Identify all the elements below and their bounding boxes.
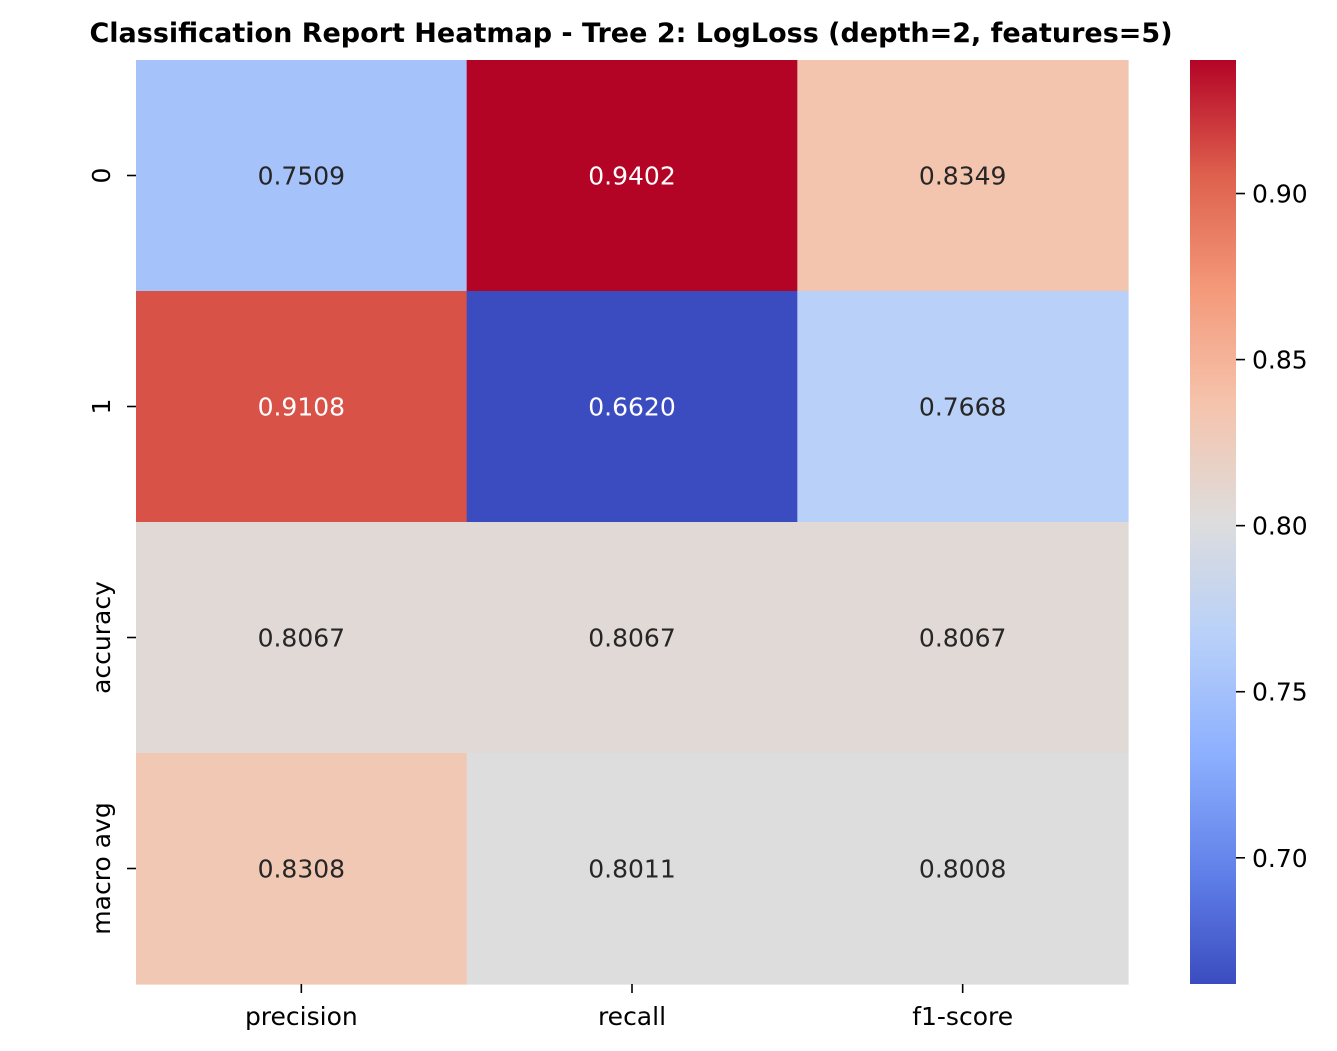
colorbar-tick-label-2: 0.80 bbox=[1252, 512, 1308, 541]
y-tick-label-0: 0 bbox=[87, 168, 116, 184]
heatmap-cell-r0-c1 bbox=[466, 60, 798, 292]
colorbar bbox=[1190, 60, 1236, 984]
x-tick-label-0: precision bbox=[245, 1002, 358, 1031]
heatmap-cell-r0-c0 bbox=[136, 60, 468, 292]
cell-value-label-r1-c0: 0.9108 bbox=[258, 393, 345, 422]
cell-value-label-r2-c1: 0.8067 bbox=[588, 624, 675, 653]
chart-title: Classification Report Heatmap - Tree 2: … bbox=[89, 18, 1172, 49]
y-tick-label-3: macro avg bbox=[87, 802, 116, 934]
colorbar-axis: 0.70 0.75 0.80 0.85 0.90 bbox=[1236, 180, 1308, 873]
heatmap-cell-r3-c1 bbox=[466, 753, 798, 985]
y-axis: 0 1 accuracy macro avg bbox=[87, 168, 136, 935]
cell-value-label-r2-c2: 0.8067 bbox=[919, 624, 1006, 653]
cell-value-label-r2-c0: 0.8067 bbox=[258, 624, 345, 653]
cell-value-label-r3-c2: 0.8008 bbox=[919, 855, 1006, 884]
colorbar-tick-label-3: 0.85 bbox=[1252, 346, 1308, 375]
heatmap-cells bbox=[136, 60, 1129, 985]
heatmap-cell-labels: 0.7509 0.9402 0.8349 0.9108 0.6620 0.7668 0.80… bbox=[258, 162, 1007, 884]
heatmap-cell-r3-c2 bbox=[797, 753, 1129, 985]
heatmap-cell-r1-c0 bbox=[136, 291, 468, 523]
colorbar-tick-label-4: 0.90 bbox=[1252, 180, 1308, 209]
cell-value-label-r3-c1: 0.8011 bbox=[588, 855, 675, 884]
heatmap-cell-r3-c0 bbox=[136, 753, 468, 985]
cell-value-label-r0-c1: 0.9402 bbox=[588, 162, 675, 191]
heatmap-cell-r2-c1 bbox=[466, 522, 798, 754]
heatmap-cell-r2-c2 bbox=[797, 522, 1129, 754]
y-tick-label-1: 1 bbox=[87, 399, 116, 415]
colorbar-tick-label-0: 0.70 bbox=[1252, 844, 1308, 873]
cell-value-label-r1-c2: 0.7668 bbox=[919, 393, 1006, 422]
y-tick-label-2: accuracy bbox=[87, 581, 116, 694]
cell-value-label-r3-c0: 0.8308 bbox=[258, 855, 345, 884]
heatmap-cell-r1-c2 bbox=[797, 291, 1129, 523]
heatmap-cell-r0-c2 bbox=[797, 60, 1129, 292]
cell-value-label-r0-c2: 0.8349 bbox=[919, 162, 1006, 191]
x-tick-label-1: recall bbox=[598, 1002, 666, 1031]
colorbar-tick-label-1: 0.75 bbox=[1252, 678, 1308, 707]
heatmap-cell-r1-c1 bbox=[466, 291, 798, 523]
cell-value-label-r1-c1: 0.6620 bbox=[588, 393, 675, 422]
cell-value-label-r0-c0: 0.7509 bbox=[258, 162, 345, 191]
heatmap-cell-r2-c0 bbox=[136, 522, 468, 754]
x-tick-label-2: f1-score bbox=[912, 1002, 1013, 1031]
x-axis: precision recall f1-score bbox=[245, 984, 1013, 1031]
